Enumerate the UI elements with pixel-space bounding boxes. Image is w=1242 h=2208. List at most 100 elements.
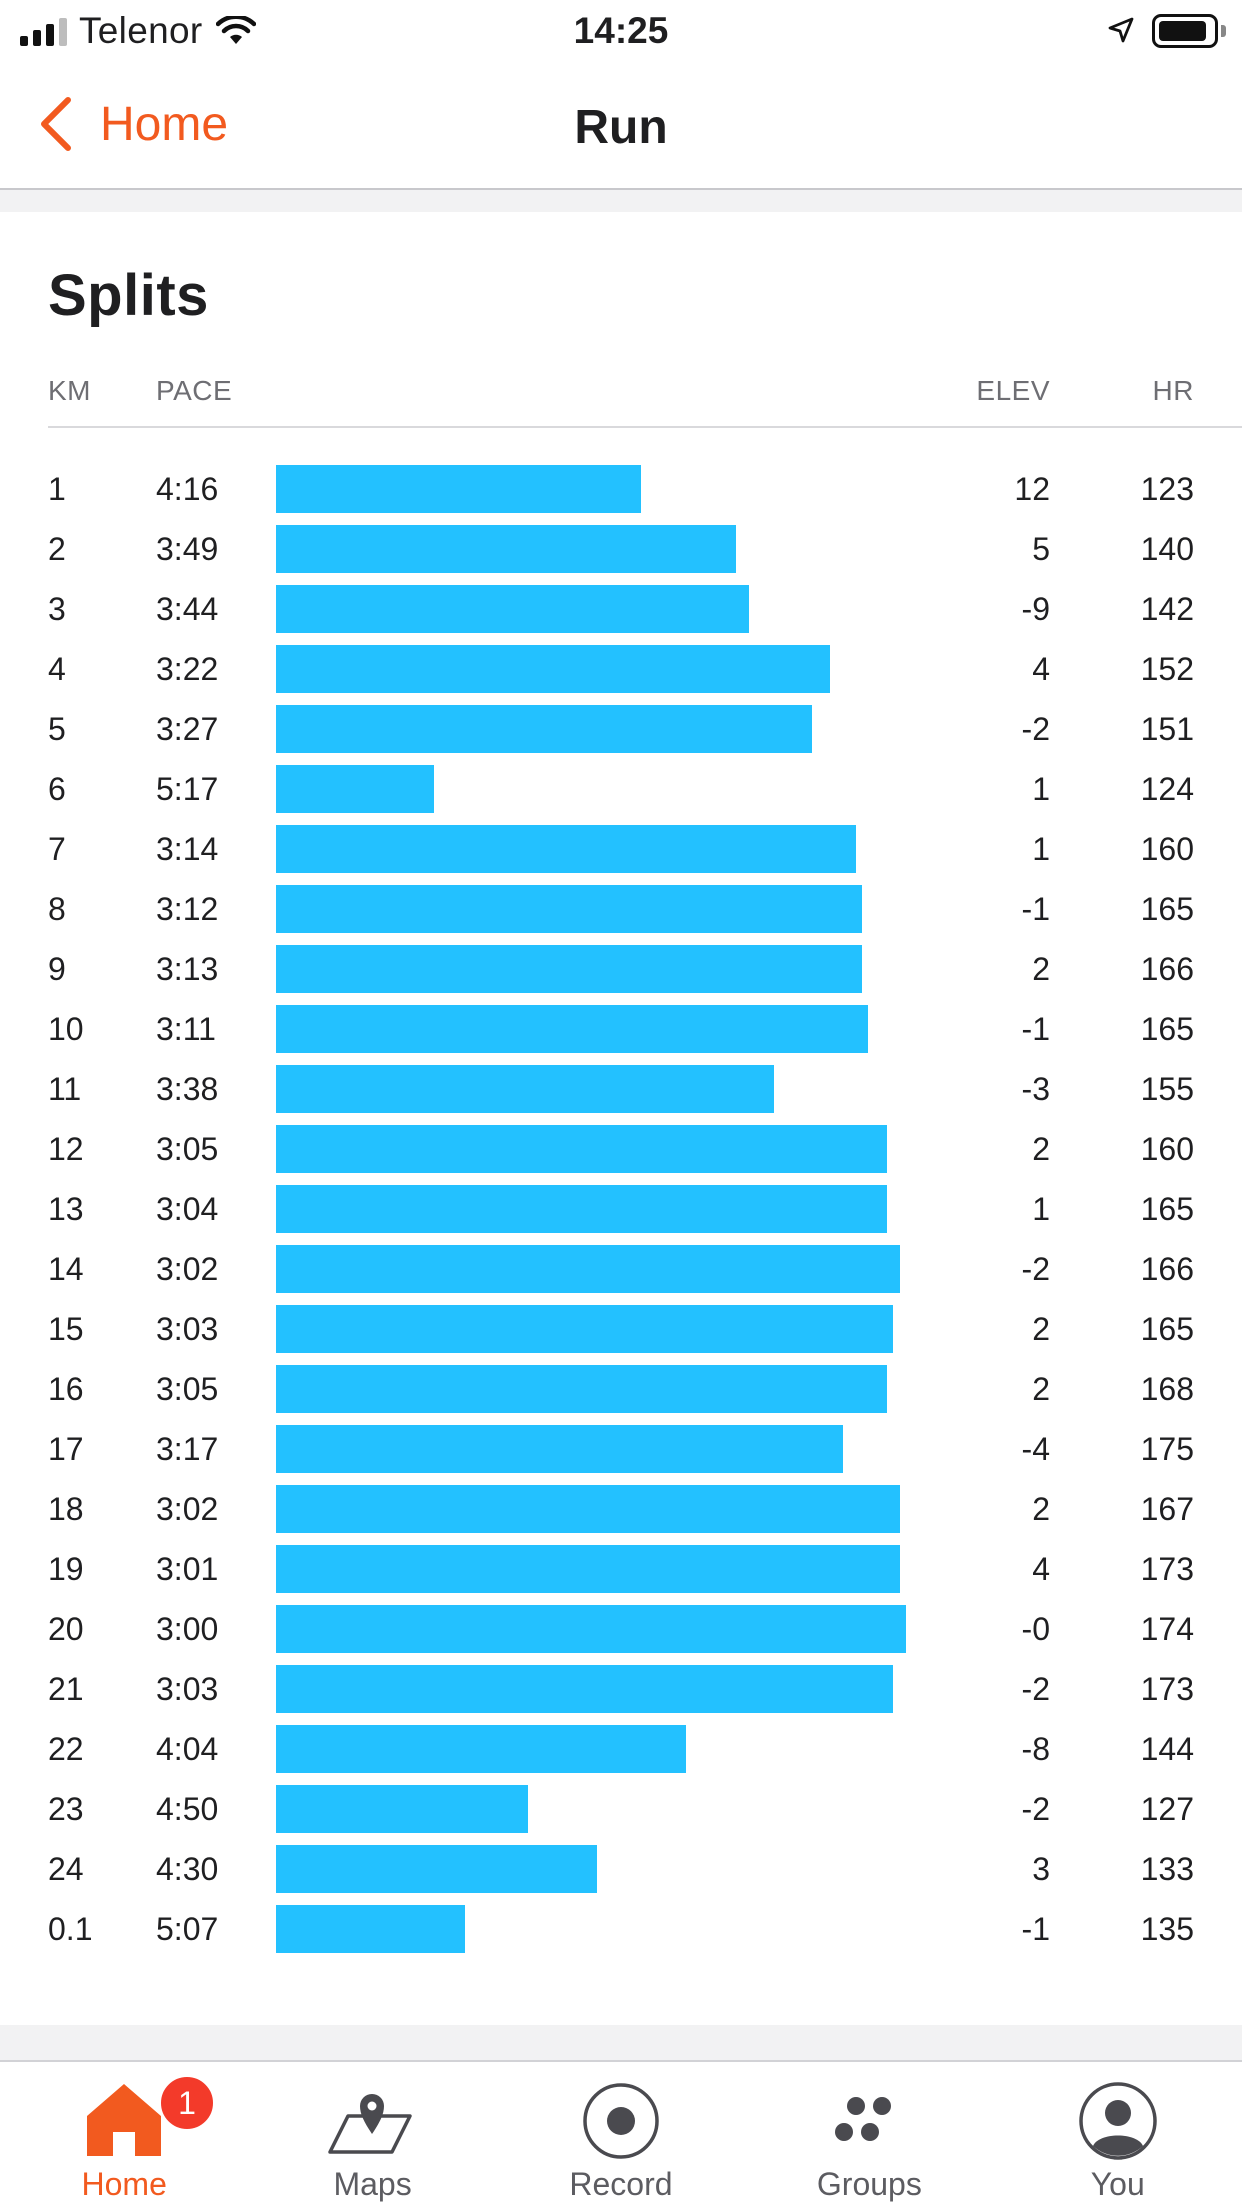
split-row: 17 3:17 -4 175 xyxy=(0,1425,1242,1485)
pace-bar xyxy=(276,1845,597,1893)
split-heart-rate: 124 xyxy=(1140,771,1194,807)
split-pace: 3:27 xyxy=(156,711,219,747)
split-pace: 3:03 xyxy=(156,1671,219,1707)
split-km: 13 xyxy=(48,1191,84,1227)
pace-bar xyxy=(276,1245,900,1293)
splits-card: Splits KM PACE ELEV HR 1 4:16 12 123 2 3:49 5 1… xyxy=(0,212,1242,2025)
tab-maps[interactable]: Maps xyxy=(248,2062,496,2208)
split-elevation: -1 xyxy=(1021,1911,1050,1947)
split-heart-rate: 133 xyxy=(1140,1851,1194,1887)
split-km: 10 xyxy=(48,1011,84,1047)
split-km: 14 xyxy=(48,1251,84,1287)
split-pace: 3:49 xyxy=(156,531,219,567)
back-button[interactable]: Home xyxy=(38,96,228,152)
split-row: 23 4:50 -2 127 xyxy=(0,1785,1242,1845)
split-heart-rate: 165 xyxy=(1140,1011,1194,1047)
split-row: 3 3:44 -9 142 xyxy=(0,585,1242,645)
split-row: 7 3:14 1 160 xyxy=(0,825,1242,885)
tab-home[interactable]: 1 Home xyxy=(0,2062,248,2208)
pace-bar xyxy=(276,465,641,513)
column-header-pace: PACE xyxy=(156,375,233,406)
split-km: 19 xyxy=(48,1551,84,1587)
pace-bar xyxy=(276,1065,774,1113)
split-elevation: 1 xyxy=(1032,831,1050,867)
split-pace: 3:14 xyxy=(156,831,219,867)
tab-bar: 1 Home Maps Record Groups You xyxy=(0,2060,1242,2208)
split-km: 12 xyxy=(48,1131,84,1167)
split-heart-rate: 173 xyxy=(1140,1551,1194,1587)
pace-bar xyxy=(276,1365,887,1413)
split-elevation: 1 xyxy=(1032,771,1050,807)
pace-bar xyxy=(276,885,862,933)
pace-bar xyxy=(276,825,856,873)
navigation-bar: Home Run xyxy=(0,64,1242,190)
pace-bar xyxy=(276,1125,887,1173)
split-pace: 4:04 xyxy=(156,1731,219,1767)
split-km: 6 xyxy=(48,771,66,807)
split-km: 3 xyxy=(48,591,66,627)
tab-you[interactable]: You xyxy=(994,2062,1242,2208)
split-elevation: 5 xyxy=(1032,531,1050,567)
split-elevation: -4 xyxy=(1021,1431,1050,1467)
split-row: 24 4:30 3 133 xyxy=(0,1845,1242,1905)
chevron-left-icon xyxy=(41,97,71,151)
pace-bar xyxy=(276,1605,906,1653)
split-heart-rate: 173 xyxy=(1140,1671,1194,1707)
split-pace: 3:11 xyxy=(156,1011,216,1047)
battery-nub xyxy=(1221,25,1226,37)
signal-strength-icon xyxy=(20,16,67,46)
split-pace: 3:04 xyxy=(156,1191,219,1227)
split-km: 0.1 xyxy=(48,1911,93,1947)
split-row: 15 3:03 2 165 xyxy=(0,1305,1242,1365)
split-heart-rate: 127 xyxy=(1140,1791,1194,1827)
split-pace: 3:05 xyxy=(156,1131,219,1167)
split-heart-rate: 166 xyxy=(1140,1251,1194,1287)
column-header-km: KM xyxy=(48,375,91,406)
wifi-icon xyxy=(216,16,257,44)
split-elevation: 4 xyxy=(1032,1551,1050,1587)
split-row: 19 3:01 4 173 xyxy=(0,1545,1242,1605)
column-header-hr: HR xyxy=(1152,375,1194,406)
split-heart-rate: 135 xyxy=(1140,1911,1194,1947)
tab-record[interactable]: Record xyxy=(497,2062,745,2208)
pace-bar xyxy=(276,1485,900,1533)
pace-bar xyxy=(276,705,812,753)
split-heart-rate: 166 xyxy=(1140,951,1194,987)
split-heart-rate: 165 xyxy=(1140,891,1194,927)
split-row: 18 3:02 2 167 xyxy=(0,1485,1242,1545)
carrier-name: Telenor xyxy=(79,10,203,51)
split-elevation: -2 xyxy=(1021,711,1050,747)
split-heart-rate: 151 xyxy=(1140,711,1194,747)
split-elevation: -0 xyxy=(1021,1611,1050,1647)
tab-label-home: Home xyxy=(81,2166,167,2202)
split-heart-rate: 174 xyxy=(1140,1611,1194,1647)
header-divider xyxy=(48,426,1242,428)
groups-icon xyxy=(835,2097,892,2141)
split-heart-rate: 144 xyxy=(1140,1731,1194,1767)
split-km: 1 xyxy=(48,471,66,507)
split-km: 4 xyxy=(48,651,66,687)
split-km: 11 xyxy=(48,1071,82,1107)
split-row: 9 3:13 2 166 xyxy=(0,945,1242,1005)
status-bar: Telenor 14:25 xyxy=(0,0,1242,64)
split-pace: 3:00 xyxy=(156,1611,219,1647)
split-heart-rate: 155 xyxy=(1140,1071,1194,1107)
split-row: 8 3:12 -1 165 xyxy=(0,885,1242,945)
pace-bar xyxy=(276,945,862,993)
split-pace: 3:38 xyxy=(156,1071,219,1107)
battery-icon xyxy=(1152,14,1218,48)
split-pace: 3:02 xyxy=(156,1251,219,1287)
split-heart-rate: 123 xyxy=(1140,471,1194,507)
split-heart-rate: 168 xyxy=(1140,1371,1194,1407)
pace-bar xyxy=(276,1545,900,1593)
split-km: 20 xyxy=(48,1611,84,1647)
split-elevation: -2 xyxy=(1021,1251,1050,1287)
split-elevation: -8 xyxy=(1021,1731,1050,1767)
split-elevation: -1 xyxy=(1021,1011,1050,1047)
split-km: 7 xyxy=(48,831,66,867)
split-km: 5 xyxy=(48,711,66,747)
tab-groups[interactable]: Groups xyxy=(745,2062,993,2208)
split-row: 1 4:16 12 123 xyxy=(0,465,1242,525)
split-heart-rate: 165 xyxy=(1140,1311,1194,1347)
split-row: 12 3:05 2 160 xyxy=(0,1125,1242,1185)
